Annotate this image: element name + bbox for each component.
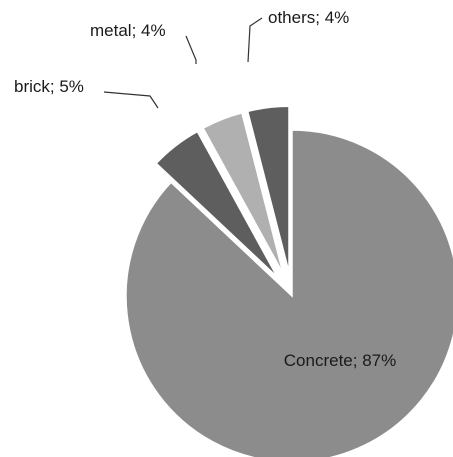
leader-lines-layer: [103, 17, 263, 109]
data-label-others: others; 4%: [268, 8, 349, 27]
data-label-metal: metal; 4%: [90, 21, 166, 40]
data-label-brick: brick; 5%: [14, 77, 84, 96]
data-label-concrete: Concrete; 87%: [284, 351, 396, 370]
slices-layer: [125, 105, 453, 457]
pie-slice-metal: [202, 111, 284, 275]
pie-slice-brick: [155, 130, 278, 278]
leader-line-others: [247, 17, 263, 63]
leader-line-brick: [103, 91, 159, 109]
pie-slice-others: [246, 105, 290, 273]
labels-layer: Concrete; 87% brick; 5% metal; 4% others; 4…: [14, 8, 396, 370]
leader-line-metal: [185, 35, 197, 64]
pie-slice-concrete: [125, 129, 453, 457]
